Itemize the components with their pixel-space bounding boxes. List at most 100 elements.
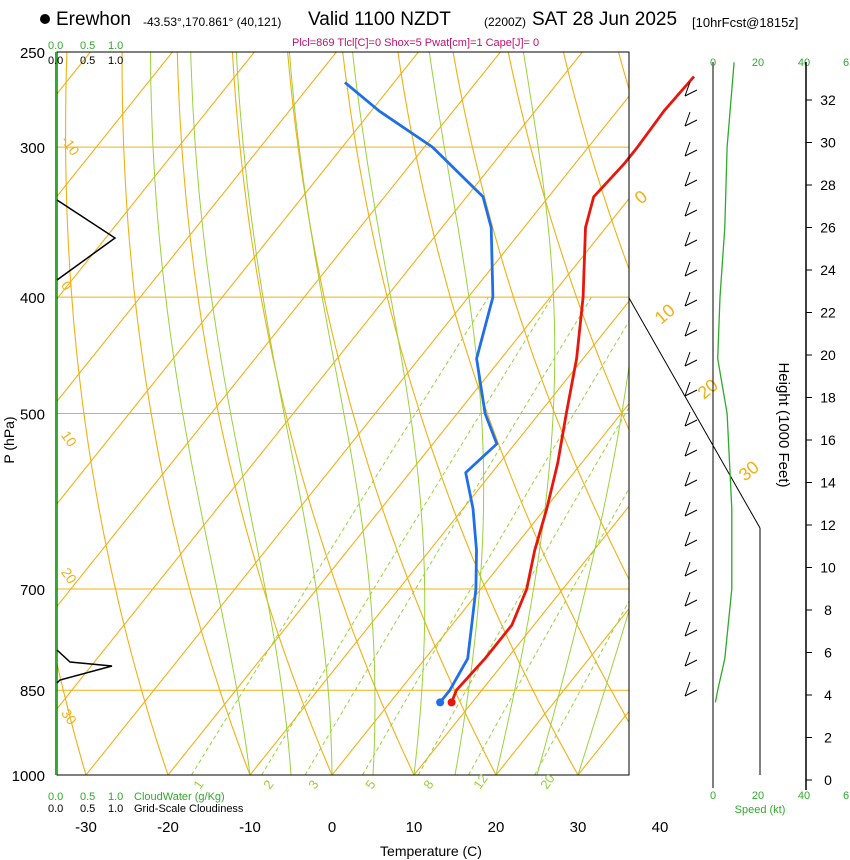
wind-barb	[684, 621, 691, 637]
mixing-ratio-label: 12	[470, 771, 491, 791]
moist-adiabat-line	[536, 362, 629, 775]
cloudiness-tick-bottom: 0.0	[48, 803, 63, 815]
dry-adiabat-label: 10	[651, 300, 679, 328]
cloud-water-tick-bottom: 0.0	[48, 791, 63, 803]
wind-speed-tick-top: 0	[710, 57, 716, 69]
wind-speed-label: Speed (kt)	[735, 804, 786, 816]
wind-barb	[684, 351, 691, 367]
station-coordinates: -43.53°,170.861° (40,121)	[143, 15, 282, 29]
height-tick-label: 8	[824, 602, 832, 618]
wind-barb	[684, 389, 698, 397]
wind-barb	[684, 441, 691, 457]
chart-header: Erewhon -43.53°,170.861° (40,121) Valid …	[0, 0, 850, 52]
dry-adiabat-line	[57, 661, 87, 775]
height-tick-label: 32	[820, 92, 836, 108]
y-axis-label: P (hPa)	[1, 416, 17, 463]
isotherm-label: 10	[58, 428, 80, 450]
dewpoint-surface-point	[436, 698, 445, 707]
cloudiness-tick-top: 0.0	[48, 55, 63, 67]
wind-speed-tick-bottom: 0	[710, 790, 716, 802]
wind-barb	[684, 419, 698, 427]
isotherm-line	[57, 52, 583, 710]
dry-adiabat-label: 30	[735, 457, 763, 485]
plot-area	[57, 52, 850, 775]
wind-barb	[684, 539, 698, 547]
dry-adiabat-line	[452, 52, 629, 581]
cloud-water-tick-bottom: 1.0	[108, 791, 123, 803]
wind-barb	[684, 651, 691, 667]
utc-time: (2200Z)	[484, 15, 527, 29]
cloud-water-tick-bottom: 0.5	[80, 791, 95, 803]
dry-adiabat-line	[507, 52, 629, 432]
isotherm-line	[57, 52, 337, 403]
temperature-line	[450, 75, 696, 703]
wind-speed-tick-top: 6	[843, 57, 849, 69]
wind-speed-tick-bottom: 40	[798, 790, 810, 802]
dry-adiabat-line	[617, 52, 629, 92]
moist-adiabat-line	[235, 52, 333, 775]
height-tick-label: 6	[824, 645, 832, 661]
pressure-tick-label: 1000	[12, 768, 45, 785]
mixing-ratio-label: 5	[362, 777, 378, 792]
wind-barb	[684, 291, 691, 307]
cloudiness-tick-bottom: 0.5	[80, 803, 95, 815]
valid-time: Valid 1100 NZDT	[308, 9, 451, 30]
moist-adiabat-line	[190, 52, 292, 775]
isotherm-line	[249, 300, 629, 775]
height-tick-label: 30	[820, 135, 836, 151]
wind-barb	[684, 479, 698, 487]
mixing-ratio-line	[304, 296, 592, 775]
wind-barb	[684, 509, 698, 517]
wind-barb	[684, 689, 698, 697]
wind-barb	[684, 681, 691, 697]
pressure-tick-label: 500	[20, 407, 45, 424]
mixing-ratio-line	[362, 320, 629, 775]
wind-barb	[684, 81, 691, 97]
mixing-ratio-label: 2	[260, 777, 276, 792]
temperature-tick-label: -30	[75, 819, 97, 836]
dry-adiabat-label: 20	[694, 375, 722, 403]
wind-speed-line	[714, 62, 735, 703]
moist-adiabat-line	[288, 52, 376, 775]
pressure-tick-label: 700	[20, 582, 45, 599]
height-tick-label: 10	[820, 560, 836, 576]
height-tick-label: 12	[820, 517, 836, 533]
mixing-ratio-line	[417, 406, 629, 775]
wind-barb	[684, 299, 698, 307]
wind-barb	[684, 321, 691, 337]
height-tick-label: 16	[820, 432, 836, 448]
wind-barb	[684, 329, 698, 337]
wind-barb	[684, 171, 691, 187]
wind-barb	[684, 449, 698, 457]
pressure-tick-label: 250	[20, 45, 45, 62]
wind-barb	[684, 569, 698, 577]
dry-adiabat-line	[65, 52, 169, 775]
temperature-tick-label: 0	[328, 819, 336, 836]
moist-adiabat-line	[577, 609, 629, 775]
wind-barb	[684, 201, 691, 217]
dry-adiabat-line	[231, 52, 415, 775]
wind-barb	[684, 411, 691, 427]
isotherm-line	[57, 52, 255, 300]
wind-barb	[684, 561, 691, 577]
wind-barb	[684, 659, 698, 667]
temperature-tick-label: 40	[652, 819, 669, 836]
isotherm-line	[85, 95, 629, 775]
moist-adiabat-line	[428, 52, 485, 775]
wind-barb	[684, 359, 698, 367]
wind-barb	[684, 231, 691, 247]
wind-panel-boundary	[628, 297, 761, 529]
cloudiness-tick-top: 0.5	[80, 55, 95, 67]
cloud-water-tick-top: 1.0	[108, 40, 123, 52]
dry-adiabat-line	[784, 52, 850, 775]
mixing-ratio-label: 8	[420, 777, 436, 792]
wind-barb	[684, 89, 698, 97]
dry-adiabat-line	[121, 52, 251, 775]
height-tick-label: 26	[820, 220, 836, 236]
x-axis-label: Temperature (C)	[380, 843, 482, 859]
dry-adiabat-line	[342, 52, 579, 775]
isotherm-line	[660, 52, 850, 775]
dry-adiabat-label: 0	[631, 186, 652, 208]
wind-barb	[684, 149, 698, 157]
